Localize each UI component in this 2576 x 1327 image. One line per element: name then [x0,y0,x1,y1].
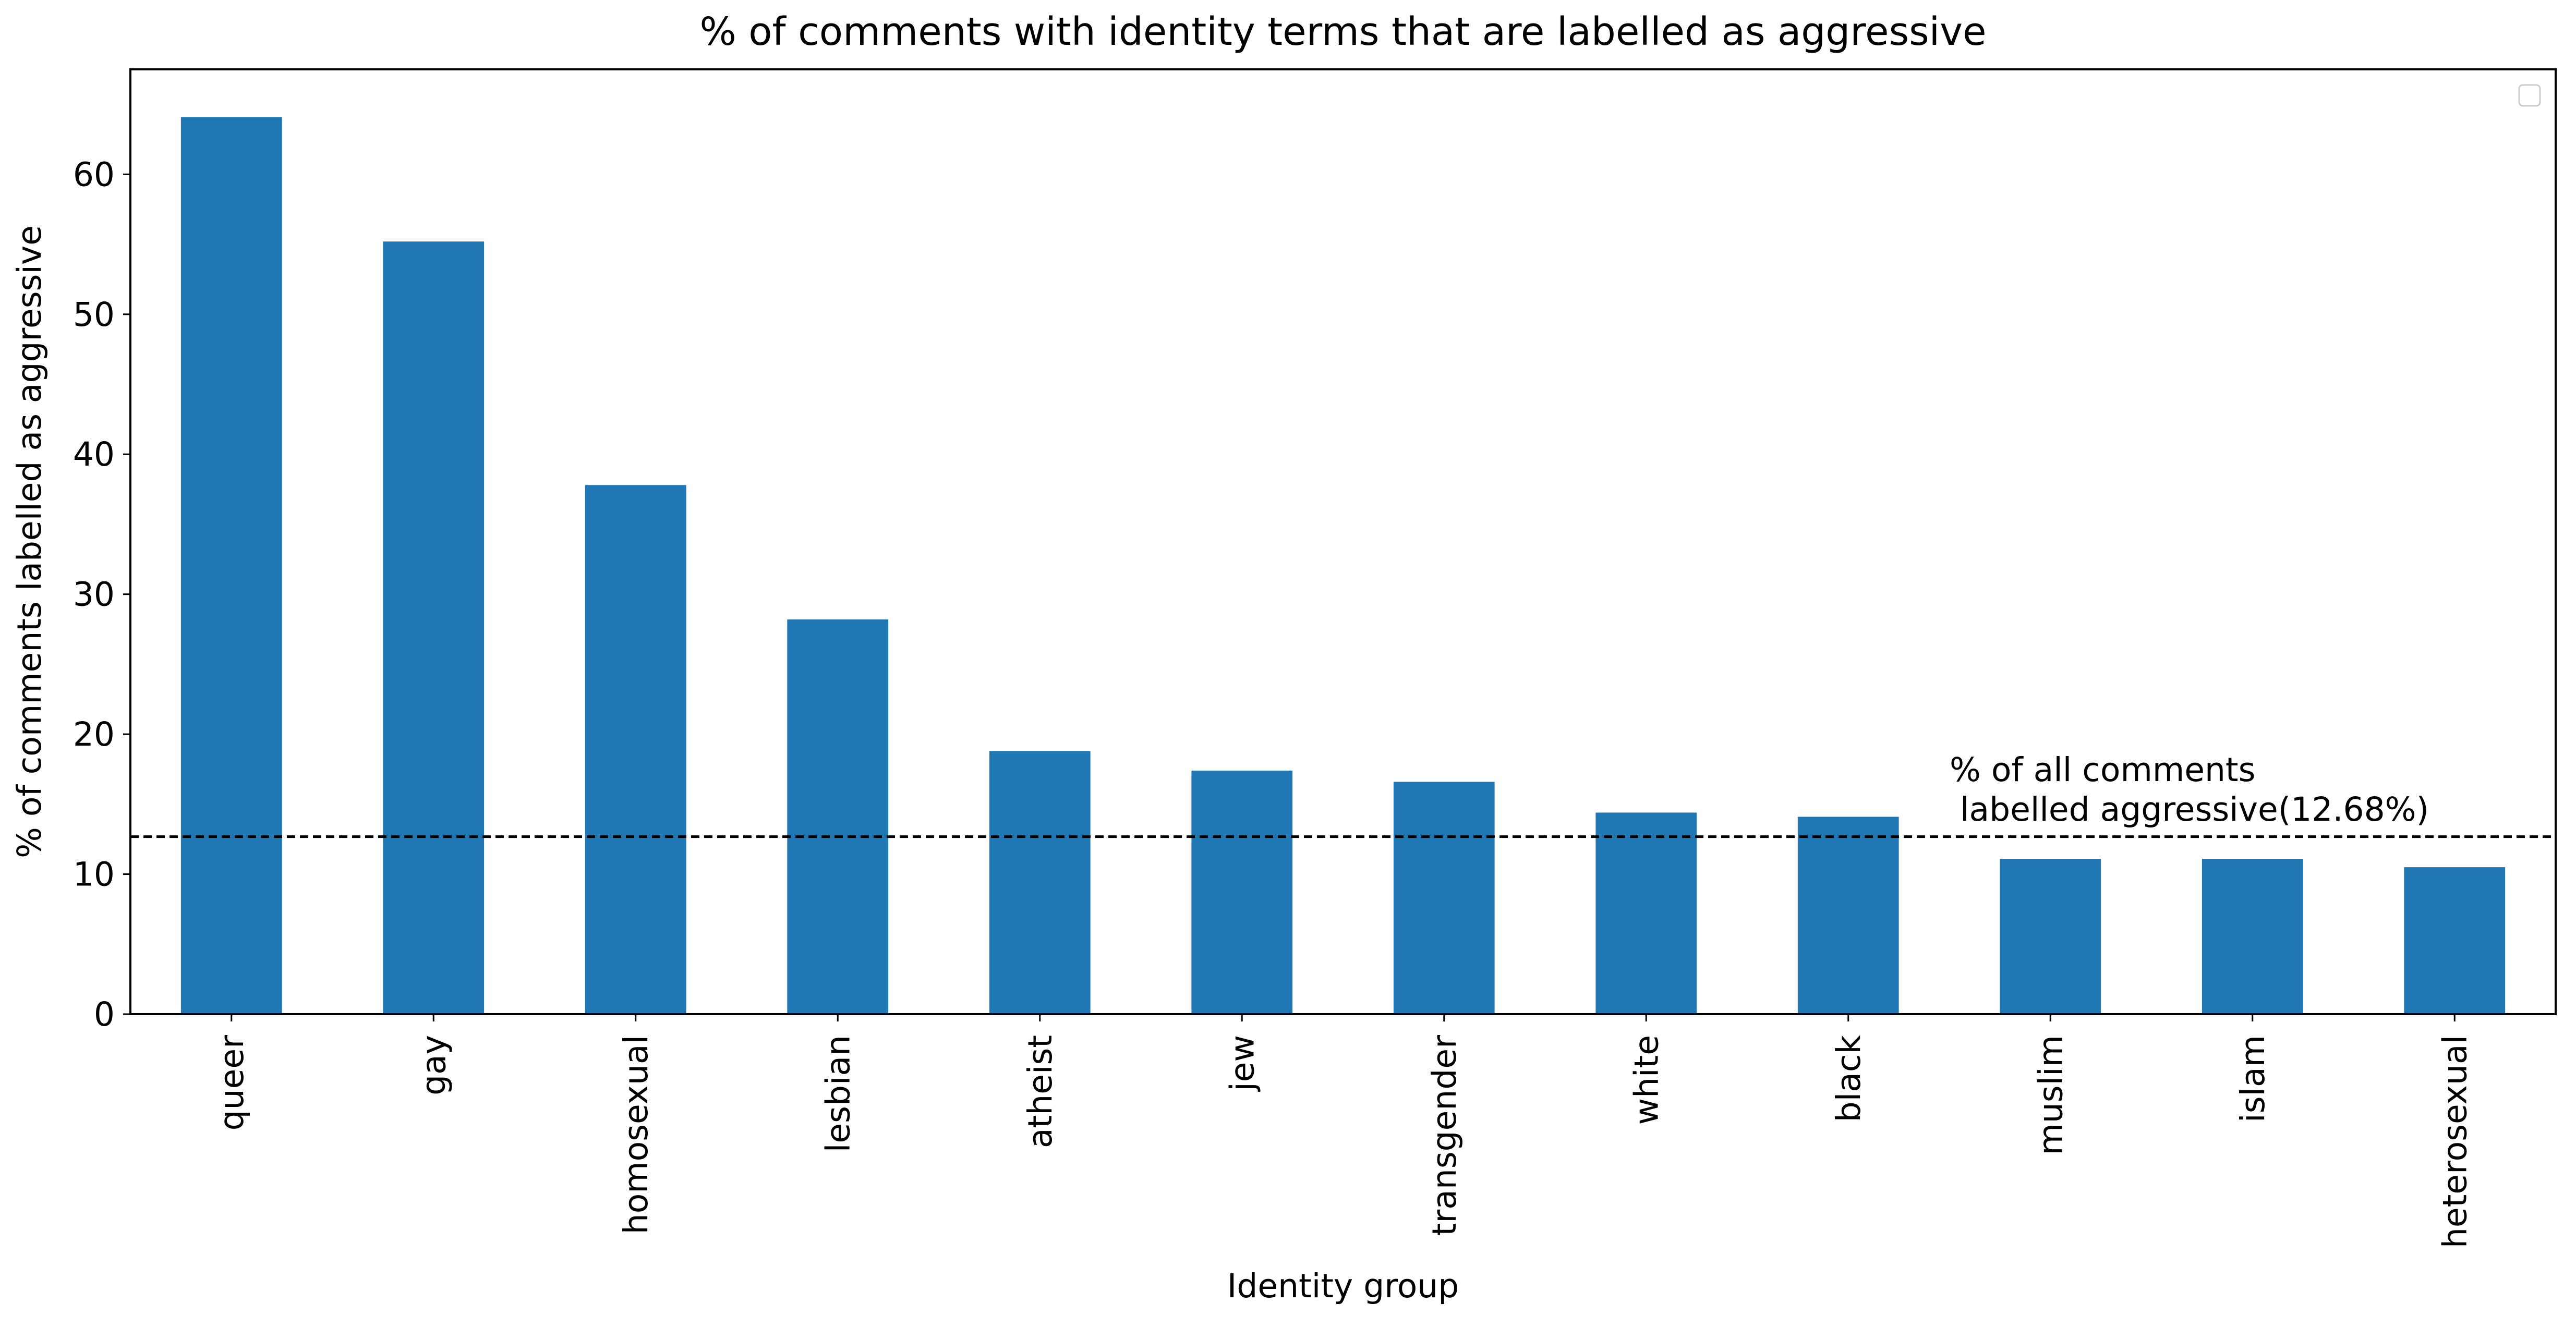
x-tick-label: homosexual [617,1035,655,1234]
y-tick-label: 30 [73,576,115,614]
x-tick-label: transgender [1425,1035,1464,1236]
bar-jew [1191,770,1293,1014]
bar-heterosexual [2404,867,2506,1014]
legend-box [2518,84,2541,107]
x-tick-label: queer [213,1035,251,1130]
bar-queer [180,117,282,1014]
reference-line-annotation: % of all comments labelled aggressive(12… [1950,751,2429,829]
bar-homosexual [585,485,686,1014]
y-tick-label: 60 [73,155,115,193]
plot-area-frame [129,68,2557,1015]
x-tick-label: islam [2234,1035,2272,1123]
reference-layer: % of all comments labelled aggressive(12… [130,751,2556,838]
bars-layer [180,117,2506,1015]
bar-islam [2202,859,2303,1014]
bar-atheist [989,751,1091,1014]
x-tick-label: gay [415,1035,453,1095]
x-axis-label: Identity group [1227,1267,1459,1305]
bar-white [1595,812,1697,1014]
bar-muslim [2000,859,2101,1014]
x-tick-label: lesbian [819,1035,857,1152]
y-tick-label: 40 [73,435,115,473]
bar-black [1797,817,1899,1014]
bar-lesbian [787,619,889,1014]
x-tick-label: jew [1223,1035,1261,1092]
bar-transgender [1393,782,1495,1014]
reference-annotation-line-1: % of all comments [1950,751,2255,789]
x-tick-label: heterosexual [2436,1035,2474,1248]
x-tick-label: black [1830,1034,1868,1122]
y-tick-label: 50 [73,296,115,334]
x-tick-label: muslim [2031,1035,2070,1155]
y-tick-label: 10 [73,856,115,894]
x-tick-label: white [1627,1035,1665,1125]
reference-annotation-line-2: labelled aggressive(12.68%) [1950,790,2429,829]
y-tick-label: 0 [94,995,115,1033]
x-tick-label: atheist [1021,1035,1059,1148]
y-axis-label: % of comments labelled as aggressive [10,225,49,858]
chart-title: % of comments with identity terms that a… [699,9,1986,54]
y-axis: 0 10 20 30 40 50 60 [73,155,130,1033]
x-axis: queer gay homosexual lesbian atheist jew trans… [213,1014,2474,1248]
bar-gay [383,241,485,1015]
y-tick-label: 20 [73,715,115,753]
